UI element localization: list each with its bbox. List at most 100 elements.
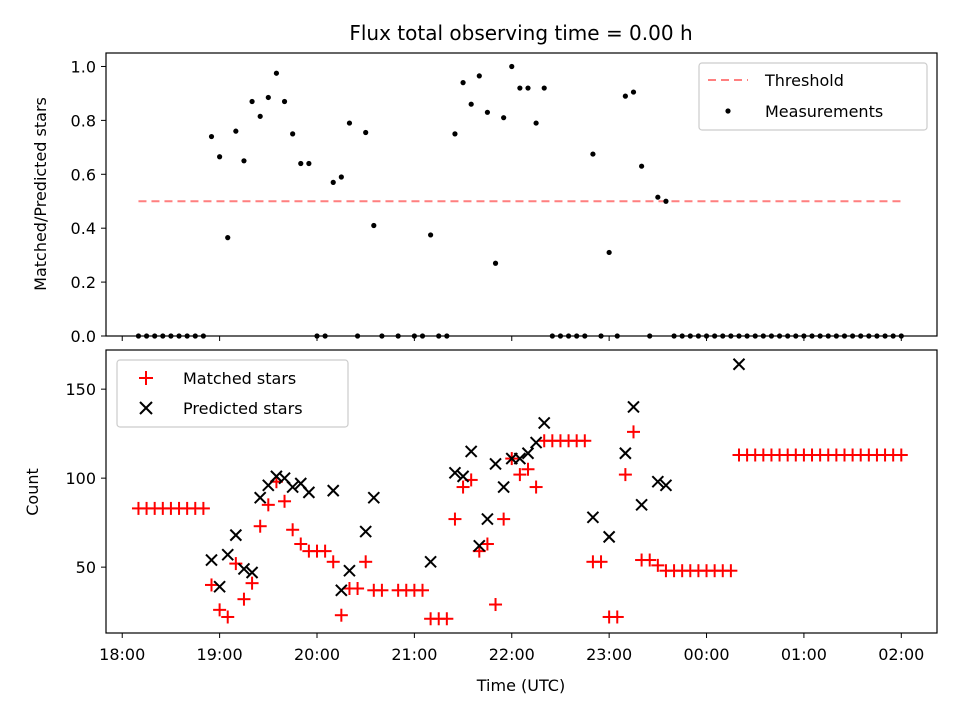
predicted-star-point [359,525,372,538]
measurement-point [639,163,645,169]
legend-measurements-swatch [725,108,731,114]
measurement-point [208,133,215,140]
bottom-y-axis: 50 100 150 [65,380,106,577]
top-y-tick-label: 0.0 [71,327,96,346]
bottom-x-tick-label: 02:00 [878,645,924,664]
predicted-star-point [489,457,502,471]
matched-star-point [359,555,373,569]
predicted-star-point [602,530,616,544]
x-axis-label: Time (UTC) [476,676,565,695]
bottom-y-tick-label: 150 [65,380,96,399]
bottom-x-tick-label: 00:00 [683,645,729,664]
matched-star-point [513,468,527,482]
bottom-y-tick-label: 50 [76,558,96,577]
predicted-star-point [205,553,218,567]
matched-star-point [204,578,218,592]
measurement-point [452,131,458,137]
legend-predicted-label: Predicted stars [183,399,303,418]
matched-star-point [618,468,632,482]
measurement-point [541,85,547,91]
bottom-plot-frame [105,349,938,634]
predicted-star-point [513,452,527,465]
matched-star-point [213,603,227,617]
bottom-x-axis: 18:00 19:00 20:00 21:00 22:00 23:00 00:00 01:00… [99,633,924,664]
measurement-point [306,160,312,167]
legend-threshold-label: Threshold [764,71,844,90]
top-y-axis-label: Matched/Predicted stars [31,97,50,291]
top-y-tick-label: 0.8 [71,111,96,130]
top-legend: Threshold Measurements [698,62,928,131]
predicted-star-point [367,491,381,504]
measurement-point [501,115,507,121]
top-legend-frame [698,62,928,131]
measurement-point [533,120,539,126]
measurement-point [484,109,491,115]
matched-star-point [724,564,738,578]
measurement-point [241,158,247,164]
matched-star-point [651,558,665,572]
bottom-x-tick-label: 20:00 [294,645,340,664]
top-y-axis: 0.0 0.2 0.4 0.6 0.8 1.0 [71,57,106,346]
measurement-point [509,63,515,70]
measurement-point [290,131,296,137]
predicted-star-point [627,400,640,414]
matched-star-point [326,555,340,569]
predicted-star-point [448,466,462,480]
chart-title: Flux total observing time = 0.00 h [349,21,692,45]
measurement-point [281,98,288,105]
predicted-star-point [464,445,478,458]
matched-star-point [237,592,251,606]
matched-star-point [334,608,348,622]
measurement-point [371,222,377,229]
count-panel: Count Time (UTC) 50 100 150 18:00 19:00 20:0… [23,349,938,695]
measurement-point [346,120,353,126]
predicted-star-point [221,548,234,561]
predicted-star-point [245,566,259,579]
matched-stars-series [131,425,908,626]
top-y-tick-label: 0.4 [71,219,96,238]
predicted-star-point [213,580,226,593]
matched-star-point [497,512,511,526]
measurement-point [217,154,223,160]
top-y-tick-label: 0.2 [71,273,96,292]
measurement-point [298,160,304,167]
predicted-star-point [335,584,348,597]
bottom-y-tick-label: 100 [65,469,96,488]
predicted-star-point [635,498,648,512]
measurement-point [363,129,369,136]
predicted-star-point [651,475,665,488]
predicted-star-point [732,358,746,371]
measurement-point [525,85,531,91]
measurement-point [338,174,344,180]
matched-star-point [529,480,543,494]
predicted-star-point [529,436,543,449]
predicted-star-point [538,416,551,430]
measurement-point [590,151,596,157]
matched-star-point [480,537,494,551]
matched-star-point [286,523,300,537]
measurement-point [249,98,255,105]
predicted-star-point [237,562,251,576]
matched-star-point [294,537,308,551]
matched-star-point [578,434,592,448]
bottom-legend: Matched stars Predicted stars [116,359,349,428]
matched-star-point [489,598,503,612]
bottom-legend-frame [116,359,349,428]
predicted-star-point [586,511,600,524]
matched-star-point [610,610,624,624]
predicted-star-point [659,479,673,492]
predicted-star-point [619,447,632,460]
legend-matched-swatch [139,371,153,385]
matched-star-point [318,544,332,558]
measurement-point [622,93,628,99]
matched-star-point [375,583,389,597]
bottom-x-tick-label: 18:00 [99,645,145,664]
matched-star-point [221,610,235,624]
predicted-star-point [253,491,267,504]
predicted-stars-series [205,358,746,597]
measurement-point [655,194,661,200]
predicted-star-point [229,528,243,542]
predicted-star-point [424,555,437,569]
matched-star-point [229,557,243,571]
